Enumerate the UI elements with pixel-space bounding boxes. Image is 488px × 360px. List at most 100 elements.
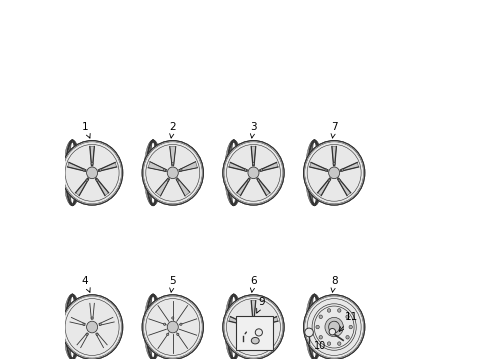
- Ellipse shape: [318, 315, 322, 319]
- Ellipse shape: [244, 169, 246, 171]
- Ellipse shape: [325, 318, 343, 337]
- Ellipse shape: [99, 169, 101, 171]
- Text: 2: 2: [169, 122, 176, 138]
- Ellipse shape: [171, 317, 174, 319]
- Ellipse shape: [96, 333, 98, 336]
- Ellipse shape: [61, 295, 122, 359]
- Ellipse shape: [251, 337, 259, 344]
- Text: 3: 3: [250, 122, 256, 138]
- Ellipse shape: [99, 323, 101, 325]
- Text: 9: 9: [256, 297, 264, 313]
- Ellipse shape: [82, 323, 85, 325]
- Ellipse shape: [82, 169, 85, 171]
- Ellipse shape: [328, 321, 339, 333]
- Ellipse shape: [167, 167, 178, 179]
- Polygon shape: [148, 162, 166, 171]
- Ellipse shape: [180, 323, 182, 325]
- Text: 8: 8: [330, 276, 337, 292]
- Polygon shape: [179, 162, 197, 171]
- Ellipse shape: [145, 144, 200, 201]
- Ellipse shape: [326, 342, 330, 345]
- Polygon shape: [95, 178, 108, 195]
- Text: 4: 4: [81, 276, 90, 292]
- Ellipse shape: [328, 167, 339, 179]
- Ellipse shape: [337, 342, 340, 345]
- Circle shape: [328, 323, 331, 325]
- Ellipse shape: [252, 317, 254, 319]
- Polygon shape: [98, 162, 116, 171]
- Text: 1: 1: [81, 122, 90, 138]
- Ellipse shape: [306, 144, 361, 201]
- Ellipse shape: [260, 169, 262, 171]
- Ellipse shape: [247, 179, 249, 181]
- Ellipse shape: [247, 321, 259, 333]
- Ellipse shape: [260, 323, 262, 325]
- Ellipse shape: [180, 169, 182, 171]
- Ellipse shape: [315, 325, 319, 329]
- Polygon shape: [236, 332, 249, 350]
- Ellipse shape: [163, 169, 165, 171]
- Ellipse shape: [257, 333, 259, 336]
- Ellipse shape: [303, 140, 364, 205]
- Ellipse shape: [176, 179, 179, 181]
- Ellipse shape: [332, 163, 335, 165]
- Ellipse shape: [91, 317, 93, 319]
- Ellipse shape: [252, 163, 254, 165]
- Polygon shape: [75, 178, 88, 195]
- Text: 10: 10: [314, 341, 326, 351]
- Ellipse shape: [226, 144, 280, 201]
- Ellipse shape: [96, 179, 98, 181]
- Ellipse shape: [247, 333, 249, 336]
- Ellipse shape: [86, 321, 98, 333]
- Ellipse shape: [176, 333, 179, 336]
- Polygon shape: [340, 162, 358, 171]
- Text: 5: 5: [169, 276, 176, 292]
- Polygon shape: [169, 147, 175, 166]
- Circle shape: [337, 326, 339, 328]
- Circle shape: [334, 330, 336, 333]
- Ellipse shape: [142, 140, 203, 205]
- Bar: [235, 316, 273, 350]
- Ellipse shape: [337, 309, 340, 312]
- Text: 6: 6: [250, 276, 256, 292]
- Ellipse shape: [348, 325, 352, 329]
- Polygon shape: [256, 178, 269, 195]
- Ellipse shape: [86, 333, 88, 336]
- Ellipse shape: [327, 179, 329, 181]
- Ellipse shape: [166, 333, 168, 336]
- Ellipse shape: [345, 315, 348, 319]
- Ellipse shape: [326, 309, 330, 312]
- Ellipse shape: [223, 295, 284, 359]
- Text: 7: 7: [330, 122, 337, 138]
- Polygon shape: [256, 332, 269, 350]
- Polygon shape: [317, 178, 330, 195]
- Circle shape: [255, 329, 262, 336]
- Circle shape: [328, 328, 335, 335]
- Ellipse shape: [226, 299, 280, 355]
- Ellipse shape: [257, 179, 259, 181]
- Ellipse shape: [247, 167, 259, 179]
- Polygon shape: [259, 317, 277, 325]
- Ellipse shape: [91, 163, 93, 165]
- Ellipse shape: [171, 163, 174, 165]
- Ellipse shape: [318, 336, 322, 339]
- Circle shape: [304, 328, 313, 337]
- Ellipse shape: [223, 140, 284, 205]
- Polygon shape: [90, 147, 94, 166]
- Ellipse shape: [341, 169, 343, 171]
- Polygon shape: [228, 317, 247, 325]
- Ellipse shape: [324, 169, 326, 171]
- Polygon shape: [309, 162, 327, 171]
- Polygon shape: [67, 162, 86, 171]
- Ellipse shape: [167, 321, 178, 333]
- Polygon shape: [331, 147, 336, 166]
- Circle shape: [334, 321, 336, 324]
- Ellipse shape: [61, 140, 122, 205]
- Ellipse shape: [166, 179, 168, 181]
- Polygon shape: [228, 162, 247, 171]
- Ellipse shape: [163, 323, 165, 325]
- Ellipse shape: [142, 295, 203, 359]
- Polygon shape: [236, 178, 249, 195]
- Polygon shape: [251, 301, 255, 320]
- Ellipse shape: [345, 336, 348, 339]
